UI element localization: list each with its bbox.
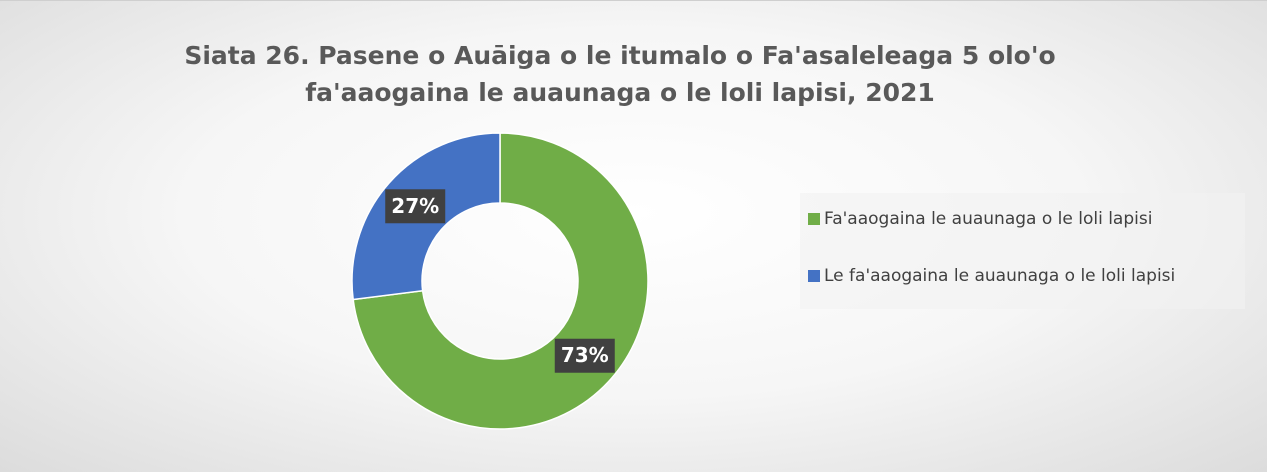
chart-title: Siata 26. Pasene o Auāiga o le itumalo o…: [184, 41, 1056, 107]
data-label: 27%: [391, 194, 439, 218]
legend-box: [800, 193, 1245, 309]
data-label: 73%: [561, 343, 609, 367]
legend-label: Fa'aaogaina le auaunaga o le loli lapisi: [824, 209, 1152, 229]
legend-swatch: [808, 270, 820, 282]
data-label-box: [385, 189, 446, 224]
legend-swatch: [808, 213, 820, 225]
legend-label: Le fa'aaogaina le auaunaga o le loli lap…: [824, 266, 1175, 286]
data-label-box: [554, 338, 615, 373]
